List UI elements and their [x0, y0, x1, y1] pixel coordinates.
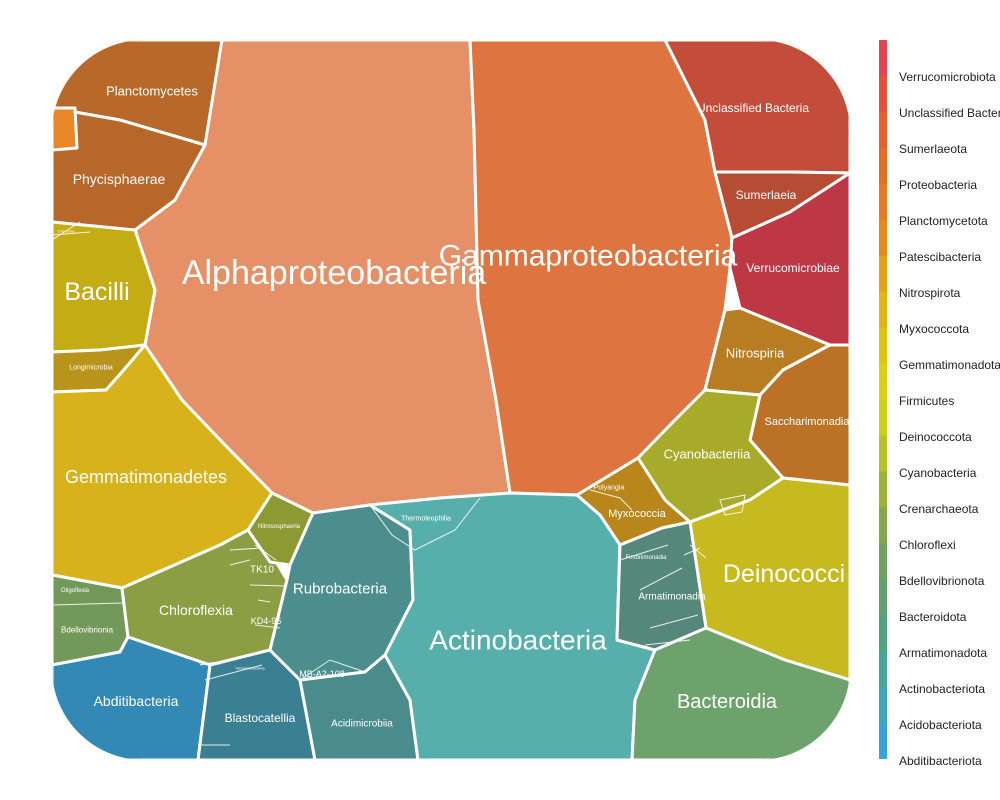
label-cyanobacteriia: Cyanobacteriia [664, 447, 751, 462]
label-armatimonadia: Armatimonadia [638, 592, 706, 603]
legend-item: Planctomycetota [899, 214, 988, 228]
legend-swatch [879, 183, 887, 221]
label-polyangia: Polyangia [594, 485, 625, 492]
legend-swatch [879, 219, 887, 257]
label-planctomycetes: Planctomycetes [106, 84, 198, 99]
legend-swatch [879, 651, 887, 688]
cell-bacteroidia [630, 626, 850, 760]
label-bdellovibrionia: Bdellovibrionia [61, 626, 114, 635]
legend-item: Chloroflexi [899, 538, 956, 552]
legend-swatch [879, 579, 887, 616]
legend-item: Crenarchaeota [899, 502, 979, 516]
treemap-cells [52, 40, 850, 760]
label-abditibacteria: Abditibacteria [94, 693, 179, 709]
legend: Verrucomicrobiota Unclassified Bacteria … [899, 59, 1000, 779]
label-actinobacteria: Actinobacteria [429, 625, 607, 656]
legend-item: Cyanobacteria [899, 466, 977, 480]
voronoi-treemap: Alphaproteobacteria Gammaproteobacteria … [52, 40, 850, 760]
legend-item: Nitrospirota [899, 286, 961, 300]
legend-item: Armatimonadota [899, 646, 988, 660]
label-thermoleophilia: Thermoleophilia [401, 516, 451, 523]
legend-item: Gemmatimonadota [899, 358, 1000, 372]
legend-swatch [879, 255, 887, 293]
label-unclassified-bacteria: Unclassified Bacteria [697, 101, 809, 115]
label-rubrobacteria: Rubrobacteria [293, 581, 388, 598]
legend-swatch [879, 543, 887, 580]
label-oligoflexia: Oligoflexia [61, 588, 90, 594]
label-chloroflexia: Chloroflexia [159, 602, 233, 618]
label-gammaproteobacteria: Gammaproteobacteria [439, 240, 738, 273]
label-fimbriimonadia: Fimbriimonadia [625, 555, 667, 561]
legend-item: Abditibacteriota [899, 754, 982, 768]
label-bacteroidia: Bacteroidia [677, 691, 778, 713]
label-phycisphaerae: Phycisphaerae [73, 171, 166, 187]
label-myxococcia: Myxococcia [608, 508, 666, 520]
legend-item: Acidobacteriota [899, 718, 982, 732]
legend-item: Actinobacteriota [899, 682, 986, 696]
label-chloroflexia-small: Chloroflexia [199, 661, 221, 666]
legend-swatch [879, 147, 887, 185]
legend-swatch [879, 471, 887, 508]
label-nitrospiria: Nitrospiria [726, 346, 785, 361]
legend-item: Myxococcota [899, 322, 970, 336]
cell-armatimonadota [615, 520, 708, 652]
label-nitrososphaeria: Nitrososphaeria [258, 524, 301, 530]
label-deinococci: Deinococci [723, 560, 845, 588]
legend-swatch [879, 615, 887, 652]
label-longimicrobia: Longimicrobia [69, 365, 113, 372]
label-mb-a2-108: MB-A2-108 [299, 669, 345, 679]
legend-swatch [879, 723, 887, 759]
legend-swatch [879, 363, 887, 401]
legend-item: Bacteroidota [899, 610, 967, 624]
label-sumerlaeia: Sumerlaeia [736, 188, 797, 202]
legend-swatch [879, 75, 887, 113]
label-acidimicrobiia: Acidimicrobiia [331, 719, 393, 730]
legend-swatch [879, 435, 887, 472]
legend-item: Sumerlaeota [899, 142, 968, 156]
legend-item: Proteobacteria [899, 178, 978, 192]
label-gemmatimonadetes: Gemmatimonadetes [65, 467, 227, 487]
label-blastocatellia: Blastocatellia [225, 711, 296, 725]
legend-item: Bdellovibrionota [899, 574, 985, 588]
legend-swatch [879, 399, 887, 437]
subdivision-lines [52, 221, 746, 746]
cell-labels: Alphaproteobacteria Gammaproteobacteria … [57, 84, 850, 730]
label-alphaproteobacteria: Alphaproteobacteria [182, 254, 486, 292]
legend-color-bar [879, 40, 887, 759]
legend-swatch [879, 291, 887, 329]
legend-swatch [879, 111, 887, 149]
label-bacilli: Bacilli [64, 278, 129, 306]
legend-item: Unclassified Bacteria [899, 106, 1000, 120]
cell-phycisphaerae [52, 106, 207, 232]
legend-swatch [879, 687, 887, 724]
label-chlorobia: Chlorobia [57, 229, 75, 234]
legend-item: Deinococcota [899, 430, 972, 444]
legend-item: Patescibacteria [899, 250, 982, 264]
legend-item: Verrucomicrobiota [899, 70, 996, 84]
label-vicinamibacteria: Vicinamibacteria [235, 666, 265, 671]
legend-swatch [879, 327, 887, 365]
legend-swatch [879, 507, 887, 544]
label-verrucomicrobiae: Verrucomicrobiae [746, 261, 840, 275]
legend-swatch [879, 40, 887, 77]
label-kd4-96: KD4-96 [251, 616, 282, 626]
cell-orange-sliver [52, 106, 79, 152]
label-tk10: TK10 [250, 565, 274, 576]
label-saccharimonadia: Saccharimonadia [765, 416, 851, 428]
legend-item: Firmicutes [899, 394, 955, 408]
